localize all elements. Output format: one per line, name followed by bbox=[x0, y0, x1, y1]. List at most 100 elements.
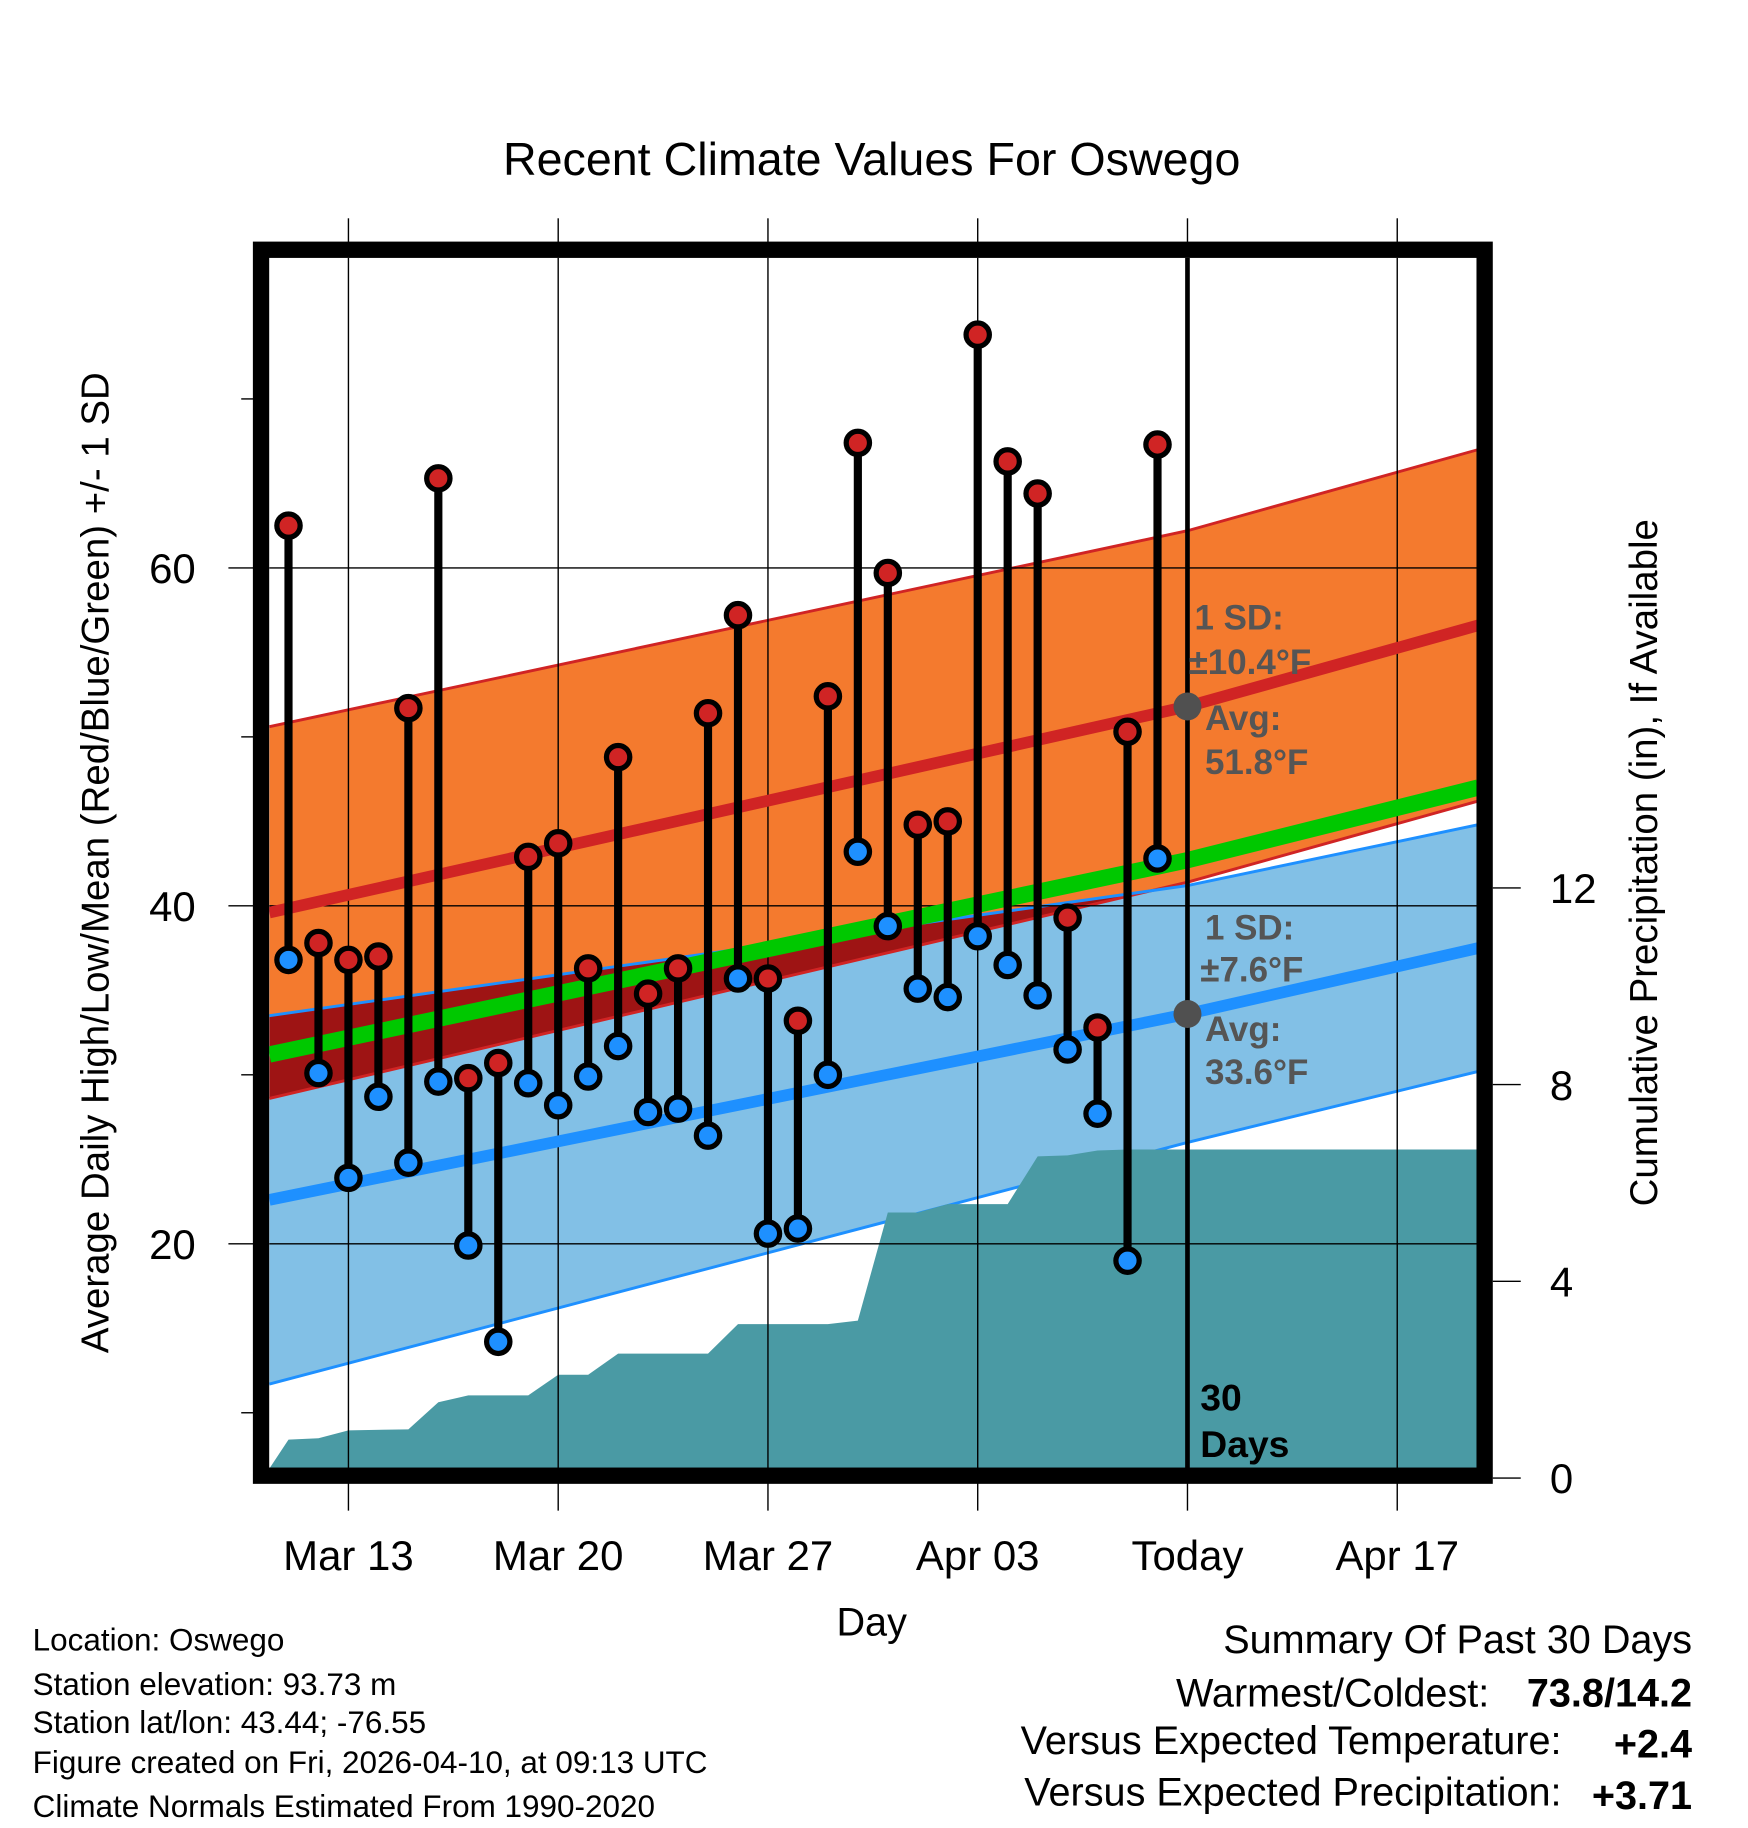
summary-panel: Summary Of Past 30 Days Warmest/Coldest:… bbox=[1021, 1618, 1692, 1818]
daily-low-point bbox=[993, 950, 1022, 980]
daily-high-point bbox=[783, 1006, 813, 1036]
daily-low-point bbox=[274, 945, 303, 975]
daily-low-point bbox=[424, 1067, 453, 1096]
high-sd-label: 1 SD: bbox=[1194, 599, 1283, 638]
daily-high-point bbox=[1023, 479, 1052, 508]
daily-low-point bbox=[633, 1097, 663, 1127]
daily-low-point bbox=[903, 974, 933, 1003]
precip-area bbox=[269, 1149, 1478, 1469]
x-tick-label: Today bbox=[1132, 1532, 1244, 1579]
daily-low-point bbox=[753, 1219, 783, 1248]
daily-high-point bbox=[483, 1048, 513, 1078]
y2-tick-label: 8 bbox=[1550, 1062, 1573, 1109]
daily-high-point bbox=[753, 964, 783, 993]
plot-frame bbox=[252, 241, 1493, 1484]
footer-created: Figure created on Fri, 2026-04-10, at 09… bbox=[33, 1745, 708, 1780]
summary-temp-label: Versus Expected Temperature: bbox=[1021, 1719, 1562, 1763]
daily-high-point bbox=[723, 600, 753, 630]
y2-tick-label: 12 bbox=[1550, 865, 1597, 912]
x-tick-label: Mar 20 bbox=[493, 1532, 624, 1579]
daily-high-point bbox=[573, 954, 603, 983]
daily-low-point bbox=[513, 1068, 543, 1098]
summary-temp-value: +2.4 bbox=[1614, 1723, 1692, 1767]
low-avg-value: 33.6°F bbox=[1205, 1053, 1308, 1092]
daily-low-point bbox=[1143, 844, 1172, 873]
daily-high-point bbox=[394, 693, 423, 723]
daily-low-point bbox=[334, 1163, 363, 1193]
low-sd-value: ±7.6°F bbox=[1200, 951, 1303, 990]
summary-title: Summary Of Past 30 Days bbox=[1223, 1618, 1692, 1662]
daily-high-point bbox=[903, 810, 933, 840]
y2-tick-label: 4 bbox=[1550, 1258, 1573, 1305]
daily-high-point bbox=[693, 698, 723, 728]
chart-title: Recent Climate Values For Oswego bbox=[503, 133, 1240, 185]
summary-warmest-label: Warmest/Coldest: bbox=[1176, 1671, 1489, 1715]
daily-low-point bbox=[933, 982, 963, 1012]
daily-high-point bbox=[603, 742, 633, 772]
high-sd-value: ±10.4°F bbox=[1189, 643, 1312, 682]
daily-low-point bbox=[454, 1231, 483, 1260]
daily-high-point bbox=[1083, 1013, 1112, 1042]
x-tick-label: Mar 27 bbox=[703, 1532, 834, 1579]
daily-high-point bbox=[274, 511, 303, 540]
daily-high-point bbox=[334, 945, 363, 975]
daily-low-point bbox=[364, 1082, 393, 1112]
y2-tick-label: 0 bbox=[1550, 1455, 1573, 1502]
daily-high-point bbox=[424, 464, 453, 493]
daily-low-point bbox=[693, 1121, 723, 1150]
footer-latlon: Station lat/lon: 43.44; -76.55 bbox=[33, 1705, 426, 1740]
summary-warmest-value: 73.8/14.2 bbox=[1527, 1671, 1692, 1715]
window-unit: Days bbox=[1200, 1423, 1289, 1465]
summary-precip-value: +3.71 bbox=[1592, 1774, 1692, 1818]
window-count: 30 bbox=[1200, 1376, 1241, 1418]
y2-axis-label: Cumulative Precipitation (in), If Availa… bbox=[1623, 519, 1666, 1206]
daily-low-point bbox=[843, 837, 873, 867]
high-avg-value: 51.8°F bbox=[1205, 743, 1308, 782]
y-axis-label: Average Daily High/Low/Mean (Red/Blue/Gr… bbox=[74, 372, 117, 1353]
y-tick-label: 20 bbox=[149, 1221, 196, 1268]
daily-high-point bbox=[663, 954, 693, 983]
daily-high-point bbox=[364, 942, 393, 971]
daily-low-point bbox=[1053, 1035, 1082, 1064]
x-tick-label: Apr 17 bbox=[1335, 1532, 1459, 1579]
daily-high-point bbox=[513, 842, 543, 872]
daily-high-point bbox=[1053, 903, 1082, 932]
daily-high-point bbox=[963, 320, 992, 349]
daily-low-point bbox=[1083, 1099, 1112, 1128]
daily-high-point bbox=[993, 447, 1022, 476]
footer-location: Location: Oswego bbox=[33, 1622, 285, 1657]
x-tick-label: Apr 03 bbox=[916, 1532, 1040, 1579]
daily-low-point bbox=[663, 1094, 693, 1123]
daily-low-point bbox=[963, 921, 992, 951]
high-avg-label: Avg: bbox=[1205, 699, 1281, 738]
daily-high-point bbox=[1143, 430, 1172, 459]
summary-precip-label: Versus Expected Precipitation: bbox=[1024, 1770, 1561, 1814]
low-avg-label: Avg: bbox=[1205, 1010, 1281, 1049]
high-avg-marker bbox=[1173, 692, 1202, 721]
daily-high-point bbox=[454, 1063, 483, 1093]
daily-high-point bbox=[543, 829, 573, 858]
daily-high-point bbox=[843, 428, 873, 458]
daily-low-point bbox=[813, 1060, 843, 1090]
daily-high-point bbox=[873, 558, 903, 588]
daily-low-point bbox=[603, 1031, 633, 1061]
daily-high-point bbox=[813, 682, 843, 711]
low-avg-marker bbox=[1173, 1000, 1202, 1028]
daily-low-point bbox=[304, 1058, 333, 1088]
footer-elevation: Station elevation: 93.73 m bbox=[33, 1667, 397, 1702]
daily-low-point bbox=[873, 911, 903, 941]
y-tick-label: 60 bbox=[149, 545, 196, 592]
daily-low-point bbox=[783, 1214, 813, 1243]
daily-high-point bbox=[304, 928, 333, 958]
daily-low-point bbox=[543, 1090, 573, 1120]
daily-high-point bbox=[933, 807, 963, 836]
daily-low-point bbox=[394, 1148, 423, 1177]
daily-low-point bbox=[1023, 981, 1052, 1010]
footer-normals: Climate Normals Estimated From 1990-2020 bbox=[33, 1789, 655, 1824]
daily-high-point bbox=[1113, 717, 1142, 747]
x-axis-label: Day bbox=[836, 1600, 907, 1644]
footer-info: Location: Oswego Station elevation: 93.7… bbox=[33, 1622, 708, 1824]
daily-low-point bbox=[723, 964, 753, 993]
x-tick-label: Mar 13 bbox=[283, 1532, 414, 1579]
